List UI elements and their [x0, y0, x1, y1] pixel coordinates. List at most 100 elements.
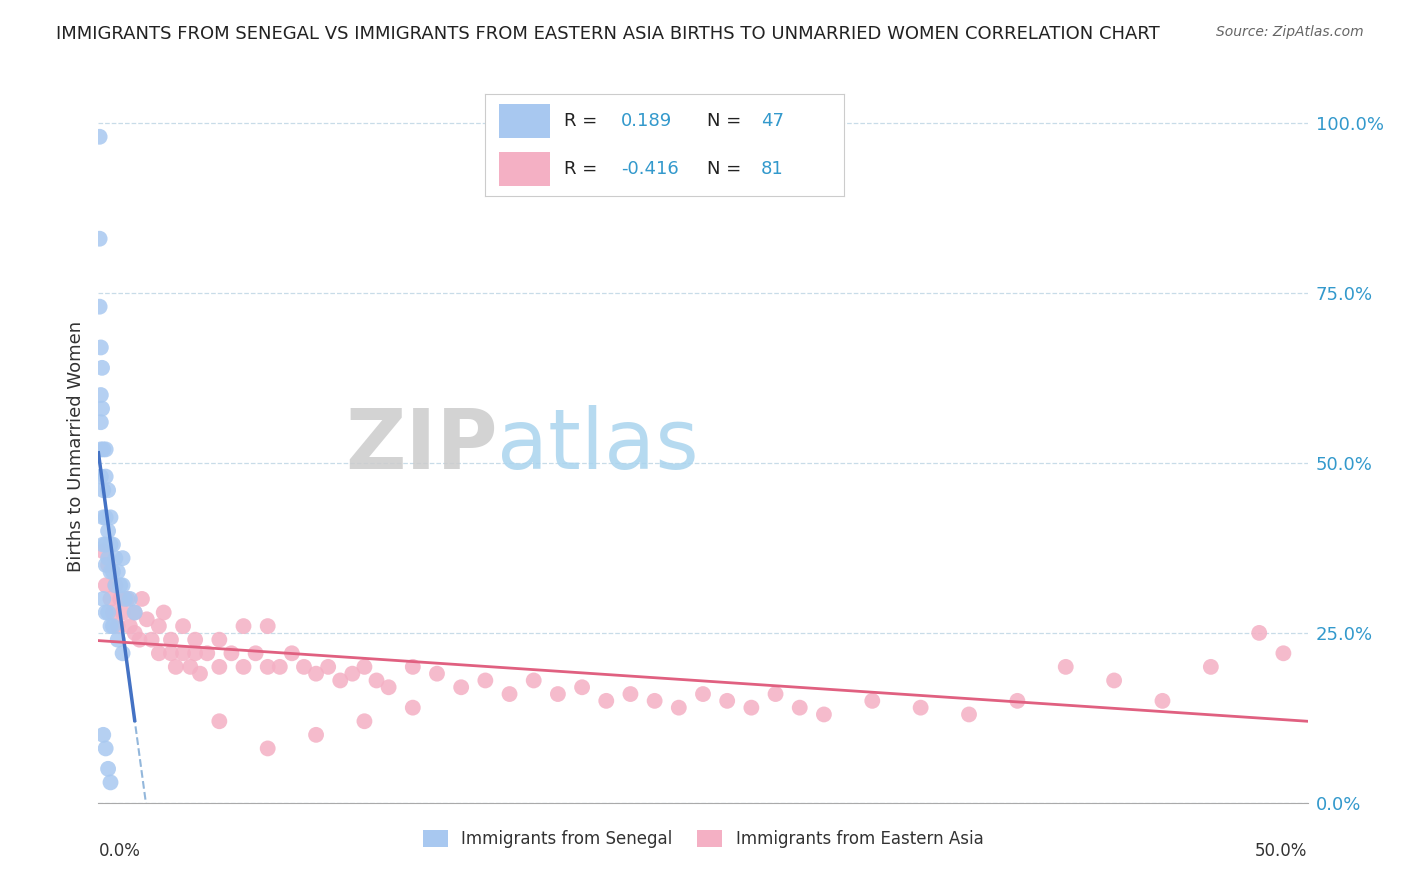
Point	[97, 558, 120, 572]
Point	[101, 565, 124, 579]
Point	[91, 442, 114, 457]
Point	[124, 606, 146, 620]
Point	[101, 606, 124, 620]
Point	[957, 707, 980, 722]
Text: 0.189: 0.189	[621, 112, 672, 130]
Point	[111, 606, 134, 620]
Point	[160, 632, 183, 647]
Text: 50.0%: 50.0%	[1256, 842, 1308, 860]
Point	[91, 591, 114, 606]
Point	[100, 537, 122, 551]
Point	[89, 232, 111, 246]
Point	[172, 619, 194, 633]
Point	[813, 707, 835, 722]
Point	[292, 660, 315, 674]
Text: 81: 81	[761, 160, 785, 178]
Point	[402, 700, 425, 714]
Point	[377, 680, 399, 694]
Point	[366, 673, 388, 688]
Point	[221, 646, 243, 660]
Point	[765, 687, 787, 701]
Point	[104, 578, 127, 592]
Point	[118, 591, 141, 606]
Legend: Immigrants from Senegal, Immigrants from Eastern Asia: Immigrants from Senegal, Immigrants from…	[416, 823, 990, 855]
Point	[1054, 660, 1077, 674]
Point	[101, 537, 124, 551]
Point	[716, 694, 738, 708]
Point	[91, 728, 114, 742]
Point	[208, 632, 231, 647]
Bar	[499, 153, 550, 186]
Point	[135, 612, 157, 626]
Point	[91, 360, 114, 375]
Point	[90, 415, 112, 429]
Point	[256, 660, 278, 674]
Point	[131, 591, 153, 606]
Point	[90, 341, 112, 355]
Point	[91, 483, 114, 498]
Point	[111, 551, 134, 566]
Point	[89, 129, 111, 144]
Point	[94, 442, 117, 457]
Point	[256, 619, 278, 633]
Point	[547, 687, 569, 701]
Point	[91, 537, 114, 551]
Text: N =: N =	[707, 160, 748, 178]
Point	[90, 442, 112, 457]
Text: R =: R =	[564, 160, 603, 178]
Point	[148, 619, 170, 633]
Point	[90, 469, 112, 483]
Point	[1152, 694, 1174, 708]
Point	[100, 565, 122, 579]
Point	[100, 775, 122, 789]
Point	[114, 591, 136, 606]
Point	[644, 694, 666, 708]
Point	[97, 551, 120, 566]
Point	[740, 700, 762, 714]
Point	[107, 632, 129, 647]
Point	[118, 619, 141, 633]
Point	[450, 680, 472, 694]
Point	[184, 646, 207, 660]
Point	[184, 632, 207, 647]
Point	[104, 551, 127, 566]
Point	[232, 660, 254, 674]
Point	[1272, 646, 1295, 660]
Point	[256, 741, 278, 756]
Point	[100, 591, 122, 606]
Point	[97, 606, 120, 620]
Point	[111, 578, 134, 592]
Point	[860, 694, 883, 708]
Point	[104, 578, 127, 592]
Text: N =: N =	[707, 112, 748, 130]
Bar	[499, 104, 550, 137]
Point	[208, 714, 231, 729]
Text: 47: 47	[761, 112, 785, 130]
Point	[402, 660, 425, 674]
Y-axis label: Births to Unmarried Women: Births to Unmarried Women	[66, 320, 84, 572]
Point	[1007, 694, 1029, 708]
Point	[1102, 673, 1125, 688]
Point	[342, 666, 364, 681]
Text: Source: ZipAtlas.com: Source: ZipAtlas.com	[1216, 25, 1364, 39]
Point	[101, 619, 124, 633]
Point	[329, 673, 352, 688]
Point	[160, 646, 183, 660]
Point	[94, 558, 117, 572]
Point	[668, 700, 690, 714]
Point	[97, 762, 120, 776]
Point	[90, 388, 112, 402]
Point	[100, 619, 122, 633]
Text: -0.416: -0.416	[621, 160, 679, 178]
Point	[789, 700, 811, 714]
Point	[498, 687, 520, 701]
Point	[111, 646, 134, 660]
Text: R =: R =	[564, 112, 603, 130]
Point	[89, 300, 111, 314]
Point	[124, 626, 146, 640]
Point	[910, 700, 932, 714]
Point	[353, 714, 375, 729]
Point	[91, 510, 114, 524]
Point	[148, 646, 170, 660]
Point	[195, 646, 218, 660]
